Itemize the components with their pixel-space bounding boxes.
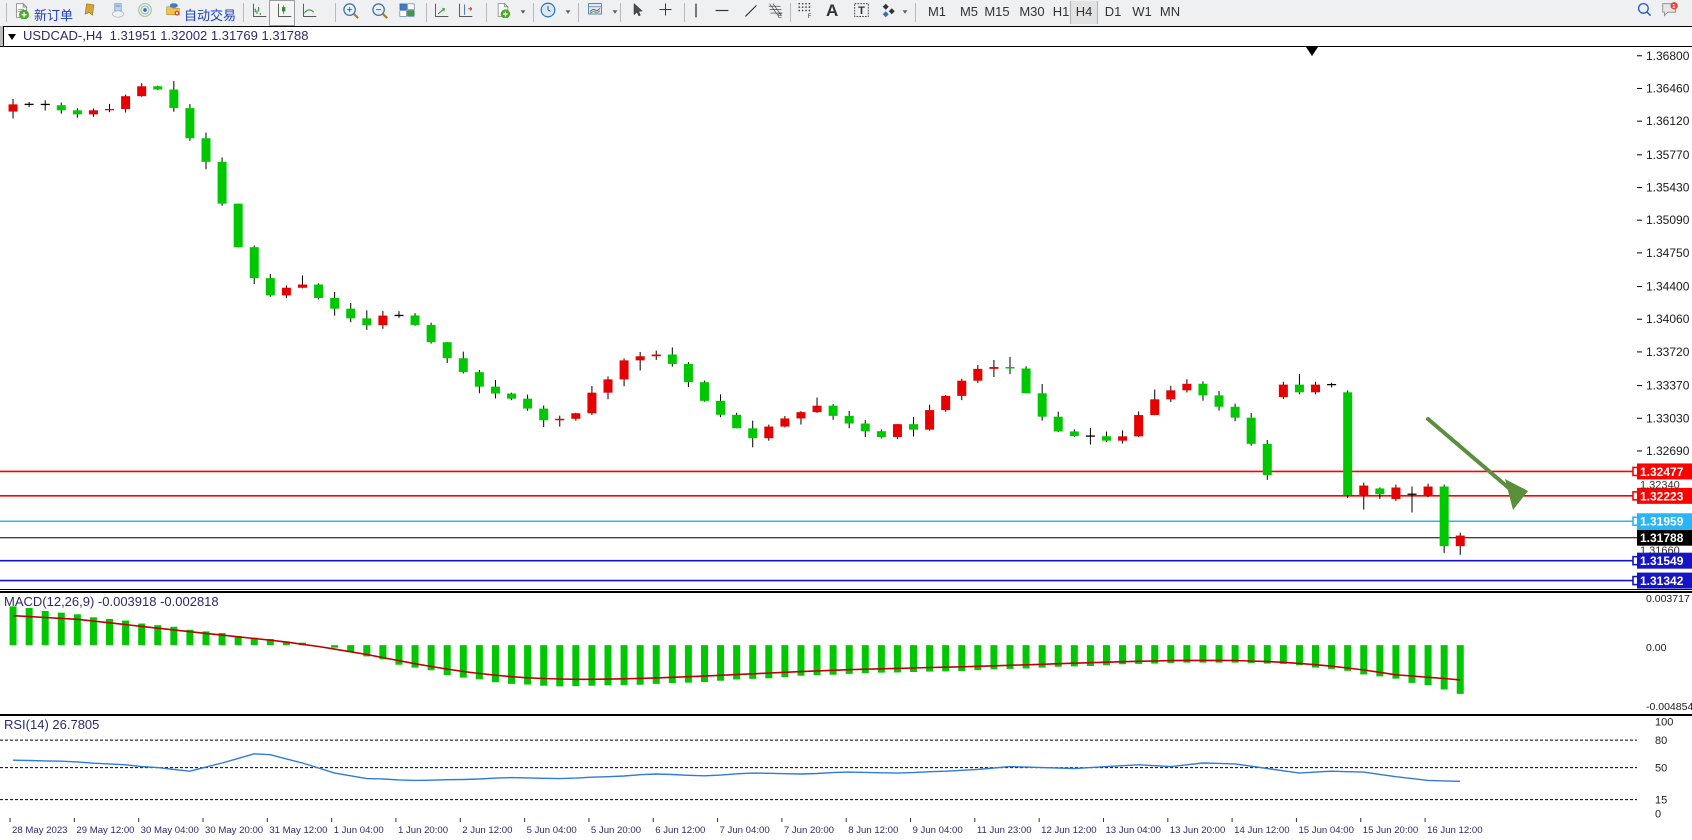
svg-text:8 Jun 12:00: 8 Jun 12:00 (848, 825, 898, 836)
svg-text:F: F (808, 14, 812, 19)
svg-text:1.31788: 1.31788 (1640, 531, 1684, 545)
svg-text:2 Jun 12:00: 2 Jun 12:00 (462, 825, 512, 836)
svg-text:14 Jun 12:00: 14 Jun 12:00 (1234, 825, 1289, 836)
svg-text:1.33720: 1.33720 (1646, 345, 1690, 359)
svg-text:15 Jun 04:00: 15 Jun 04:00 (1298, 825, 1353, 836)
svg-text:15: 15 (1655, 795, 1667, 807)
svg-text:50: 50 (1655, 763, 1667, 775)
svg-text:1.33030: 1.33030 (1646, 411, 1690, 425)
svg-text:29 May 12:00: 29 May 12:00 (76, 825, 134, 836)
svg-text:1.31342: 1.31342 (1640, 574, 1684, 588)
svg-text:1.35770: 1.35770 (1646, 148, 1690, 162)
svg-text:1.31660: 1.31660 (1640, 545, 1680, 557)
svg-text:-0.004854: -0.004854 (1646, 701, 1692, 713)
svg-text:1 Jun 04:00: 1 Jun 04:00 (334, 825, 384, 836)
svg-text:28 May 2023: 28 May 2023 (12, 825, 67, 836)
svg-text:1.31959: 1.31959 (1640, 515, 1684, 529)
svg-text:31 May 12:00: 31 May 12:00 (269, 825, 327, 836)
svg-text:11 Jun 23:00: 11 Jun 23:00 (977, 825, 1032, 836)
svg-text:30 May 20:00: 30 May 20:00 (205, 825, 263, 836)
svg-text:1.34400: 1.34400 (1646, 280, 1690, 294)
svg-text:7 Jun 04:00: 7 Jun 04:00 (720, 825, 770, 836)
svg-text:0.00: 0.00 (1646, 642, 1667, 654)
svg-text:1.34750: 1.34750 (1646, 246, 1690, 260)
svg-text:1 Jun 20:00: 1 Jun 20:00 (398, 825, 448, 836)
svg-text:30 May 04:00: 30 May 04:00 (141, 825, 199, 836)
svg-text:9 Jun 04:00: 9 Jun 04:00 (913, 825, 963, 836)
svg-text:12 Jun 12:00: 12 Jun 12:00 (1041, 825, 1096, 836)
svg-text:5 Jun 20:00: 5 Jun 20:00 (591, 825, 641, 836)
svg-text:1.34060: 1.34060 (1646, 312, 1690, 326)
svg-text:5 Jun 04:00: 5 Jun 04:00 (527, 825, 577, 836)
svg-text:6 Jun 12:00: 6 Jun 12:00 (655, 825, 705, 836)
svg-text:100: 100 (1655, 717, 1673, 729)
svg-text:1.36120: 1.36120 (1646, 114, 1690, 128)
svg-text:T: T (858, 5, 865, 17)
svg-text:1: 1 (1672, 4, 1675, 10)
svg-text:1.35090: 1.35090 (1646, 213, 1690, 227)
svg-text:15 Jun 20:00: 15 Jun 20:00 (1363, 825, 1418, 836)
svg-text:0.003717: 0.003717 (1646, 593, 1690, 605)
svg-text:1.33370: 1.33370 (1646, 379, 1690, 393)
svg-text:16 Jun 12:00: 16 Jun 12:00 (1427, 825, 1482, 836)
svg-text:E: E (778, 14, 782, 19)
svg-text:7 Jun 20:00: 7 Jun 20:00 (784, 825, 834, 836)
svg-text:80: 80 (1655, 735, 1667, 747)
svg-text:1.36800: 1.36800 (1646, 49, 1690, 63)
svg-text:1.32477: 1.32477 (1640, 465, 1684, 479)
svg-text:13 Jun 20:00: 13 Jun 20:00 (1170, 825, 1225, 836)
svg-text:13 Jun 04:00: 13 Jun 04:00 (1105, 825, 1160, 836)
svg-text:1.36460: 1.36460 (1646, 81, 1690, 95)
svg-text:1.32340: 1.32340 (1640, 480, 1680, 492)
svg-text:1.35430: 1.35430 (1646, 181, 1690, 195)
svg-text:1.32690: 1.32690 (1646, 444, 1690, 458)
